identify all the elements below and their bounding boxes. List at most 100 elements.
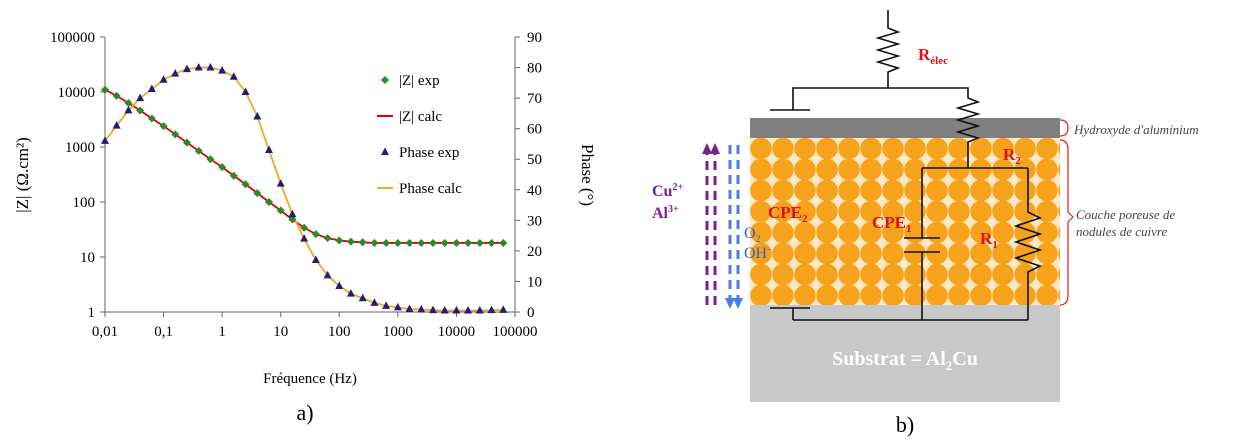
- label-main: O: [744, 225, 756, 242]
- marker-triangle: [218, 66, 227, 74]
- label-sub: 2: [946, 358, 953, 373]
- marker-diamond: [335, 236, 344, 245]
- marker-diamond: [194, 146, 203, 155]
- y2-tick-label: 50: [527, 152, 542, 168]
- marker-triangle: [381, 147, 389, 155]
- marker-diamond: [381, 76, 389, 84]
- marker-diamond: [253, 189, 262, 198]
- marker-diamond: [265, 198, 274, 206]
- marker-triangle: [300, 234, 309, 242]
- label-hydroxide: Hydroxyde d'aluminium: [1073, 122, 1199, 137]
- x-tick-label: 0,01: [92, 324, 118, 340]
- marker-diamond: [311, 230, 320, 239]
- marker-triangle: [464, 305, 473, 314]
- y-tick-label: 10000: [58, 85, 96, 101]
- label-main: CPE: [768, 203, 802, 222]
- brace: [1059, 119, 1074, 306]
- marker-triangle: [370, 298, 379, 306]
- marker-diamond: [487, 238, 496, 247]
- marker-triangle: [346, 289, 355, 297]
- marker-diamond: [218, 163, 227, 172]
- label-main: R: [980, 229, 993, 248]
- x-tick-label: 100: [328, 324, 351, 340]
- label-porous: Couche poreuse de: [1076, 207, 1175, 222]
- label-main: OH: [744, 245, 768, 262]
- label-sub: 2: [756, 234, 761, 245]
- marker-triangle: [136, 93, 145, 102]
- marker-triangle: [112, 121, 121, 129]
- marker-diamond: [276, 206, 285, 215]
- marker-diamond: [206, 155, 215, 164]
- marker-diamond: [428, 238, 437, 247]
- marker-diamond: [300, 223, 309, 232]
- marker-triangle: [171, 69, 180, 77]
- x-tick-label: 10000: [438, 324, 476, 340]
- substrate: [750, 305, 1060, 402]
- label-oh: OH-: [744, 244, 770, 262]
- legend-label: |Z| calc: [399, 109, 442, 125]
- marker-triangle: [253, 111, 262, 120]
- y2-tick-label: 80: [527, 61, 542, 77]
- marker-diamond: [229, 171, 238, 180]
- label-main: Cu: [652, 183, 673, 200]
- marker-diamond: [393, 238, 402, 247]
- marker-triangle: [487, 305, 496, 314]
- y2-tick-label: 90: [527, 30, 542, 46]
- marker-diamond: [171, 130, 180, 139]
- label-sub: 1: [992, 239, 998, 251]
- label-porous: nodules de cuivre: [1076, 224, 1167, 239]
- label-o2: O2: [744, 225, 761, 245]
- marker-triangle: [159, 75, 168, 83]
- x-tick-label: 1000: [383, 324, 413, 340]
- label-r2: R2: [1003, 145, 1021, 167]
- x-tick-label: 100000: [493, 324, 538, 340]
- marker-diamond: [475, 238, 484, 247]
- marker-diamond: [136, 106, 145, 115]
- label-al: Al3+: [652, 204, 679, 222]
- ion-arrows: [702, 143, 743, 309]
- marker-triangle: [206, 63, 215, 71]
- label-sub: 1: [906, 223, 912, 235]
- marker-triangle: [405, 304, 414, 312]
- diagram: Rélec R2 R1 CPE2 CPE1 Cu2+ Al3+ O2 OH- H…: [652, 10, 1199, 437]
- chart: Fréquence (Hz) |Z| (Ω.cm²) Phase (°) a) …: [13, 30, 597, 425]
- label-cpe2: CPE2: [768, 203, 808, 225]
- x-tick-label: 10: [273, 324, 288, 340]
- x-tick-label: 0,1: [154, 324, 173, 340]
- porous-layer: [750, 138, 1060, 305]
- marker-triangle: [101, 136, 109, 144]
- marker-triangle: [241, 87, 250, 95]
- marker-triangle: [382, 301, 391, 309]
- y2-axis-label: Phase (°): [578, 144, 597, 206]
- marker-diamond: [499, 238, 508, 247]
- marker-triangle: [265, 145, 274, 154]
- y2-tick-label: 70: [527, 91, 542, 107]
- marker-triangle: [440, 305, 449, 314]
- y-axis-label: |Z| (Ω.cm²): [13, 137, 32, 213]
- y2-tick-label: 60: [527, 122, 542, 138]
- marker-triangle: [452, 305, 461, 314]
- marker-diamond: [358, 238, 367, 247]
- marker-triangle: [288, 209, 297, 218]
- x-axis-label: Fréquence (Hz): [263, 371, 357, 387]
- marker-diamond: [323, 234, 332, 243]
- y-tick-label: 10: [80, 250, 95, 266]
- y-tick-label: 100000: [50, 30, 95, 46]
- label-sub: élec: [930, 55, 948, 67]
- marker-triangle: [311, 255, 320, 264]
- marker-diamond: [241, 180, 250, 189]
- hydroxide-layer: [750, 118, 1060, 138]
- marker-diamond: [440, 238, 449, 247]
- marker-triangle: [182, 64, 191, 73]
- label-main: CPE: [872, 213, 906, 232]
- marker-diamond: [405, 238, 414, 247]
- marker-triangle: [229, 72, 238, 80]
- y2-tick-label: 30: [527, 213, 542, 229]
- marker-triangle: [147, 84, 156, 92]
- marker-diamond: [147, 114, 156, 123]
- series-line: [104, 88, 504, 244]
- marker-triangle: [358, 293, 367, 302]
- marker-triangle: [417, 305, 426, 313]
- label-sup: 2+: [672, 182, 683, 193]
- marker-triangle: [124, 105, 133, 114]
